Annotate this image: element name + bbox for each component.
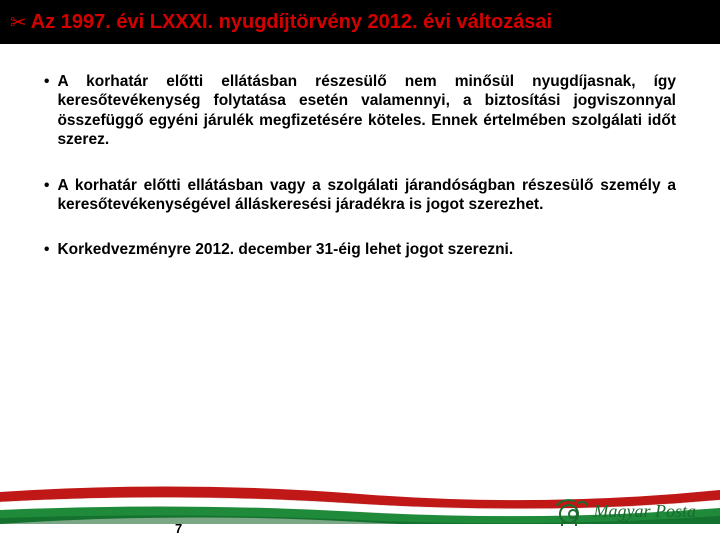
footer: 7 Magyar Posta [0, 460, 720, 540]
bullet-marker: • [44, 240, 49, 259]
bullet-text: Korkedvezményre 2012. december 31-éig le… [57, 240, 513, 259]
bullet-text: A korhatár előtti ellátásban részesülő n… [57, 72, 676, 150]
list-item: • A korhatár előtti ellátásban részesülő… [44, 72, 676, 150]
list-item: • Korkedvezményre 2012. december 31-éig … [44, 240, 676, 259]
scissor-icon: ✂ [10, 10, 27, 35]
bullet-text: A korhatár előtti ellátásban vagy a szol… [57, 176, 676, 215]
page-number: 7 [175, 521, 182, 536]
list-item: • A korhatár előtti ellátásban vagy a sz… [44, 176, 676, 215]
bullet-marker: • [44, 72, 49, 150]
page-title: Az 1997. évi LXXXI. nyugdíjtörvény 2012.… [31, 11, 552, 34]
posthorn-icon [554, 496, 588, 526]
logo-text: Magyar Posta [594, 501, 697, 522]
bullet-marker: • [44, 176, 49, 215]
logo: Magyar Posta [554, 496, 697, 526]
content-area: • A korhatár előtti ellátásban részesülő… [0, 44, 720, 260]
header-bar: ✂ Az 1997. évi LXXXI. nyugdíjtörvény 201… [0, 0, 720, 44]
